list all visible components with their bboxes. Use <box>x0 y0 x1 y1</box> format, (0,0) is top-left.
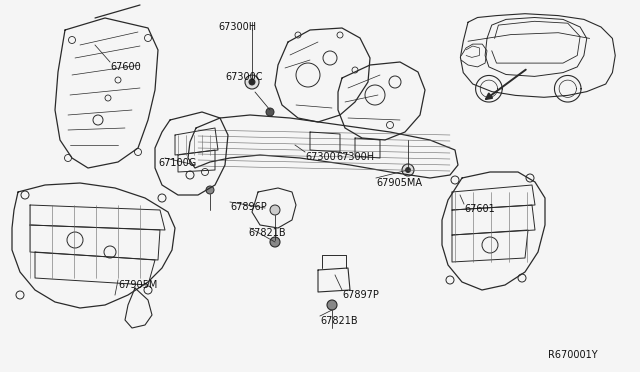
Circle shape <box>206 186 214 194</box>
Text: 67300H: 67300H <box>218 22 256 32</box>
Text: 67897P: 67897P <box>342 290 379 300</box>
Text: 67821B: 67821B <box>248 228 285 238</box>
Circle shape <box>406 167 410 173</box>
Text: R670001Y: R670001Y <box>548 350 598 360</box>
Text: 67905M: 67905M <box>118 280 157 290</box>
Circle shape <box>270 205 280 215</box>
Text: 67300: 67300 <box>305 152 336 162</box>
Text: 67821B: 67821B <box>320 316 358 326</box>
Text: 67896P: 67896P <box>230 202 267 212</box>
Circle shape <box>266 108 274 116</box>
Circle shape <box>249 79 255 85</box>
Text: 67300C: 67300C <box>225 72 262 82</box>
Text: 67600: 67600 <box>110 62 141 72</box>
Circle shape <box>402 164 414 176</box>
Circle shape <box>327 300 337 310</box>
Text: 67905MA: 67905MA <box>376 178 422 188</box>
Text: 67100G: 67100G <box>158 158 196 168</box>
Text: 67300H: 67300H <box>336 152 374 162</box>
Circle shape <box>245 75 259 89</box>
Circle shape <box>270 237 280 247</box>
Text: 67601: 67601 <box>464 204 495 214</box>
